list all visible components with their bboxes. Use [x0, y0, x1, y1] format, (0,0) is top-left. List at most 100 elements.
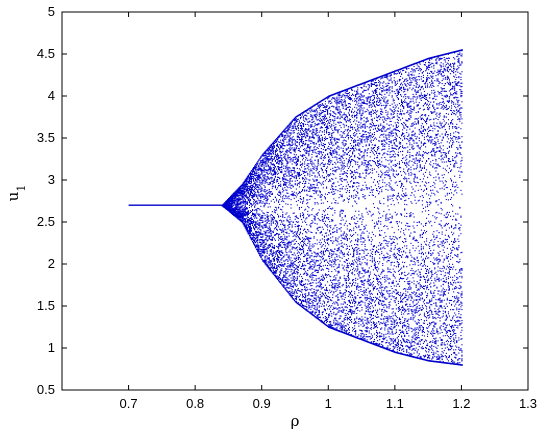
data-point: [252, 222, 254, 224]
data-point: [296, 279, 298, 281]
data-point: [244, 203, 246, 205]
data-point: [316, 260, 318, 262]
data-point: [290, 132, 292, 134]
data-point: [303, 217, 305, 219]
data-point: [314, 219, 316, 221]
data-point: [272, 173, 274, 175]
data-point: [291, 127, 293, 129]
data-point: [296, 269, 298, 271]
data-point: [249, 210, 251, 212]
data-point: [315, 261, 317, 263]
data-point: [287, 203, 289, 205]
data-point: [253, 174, 255, 176]
data-point: [314, 262, 316, 264]
data-point: [268, 166, 270, 168]
data-point: [265, 164, 267, 166]
data-point: [250, 175, 252, 177]
data-point: [282, 179, 284, 181]
data-point: [241, 190, 243, 192]
data-point: [232, 197, 234, 199]
data-point: [260, 160, 262, 162]
data-point: [240, 216, 242, 218]
data-point: [237, 211, 239, 213]
data-point: [313, 267, 315, 269]
data-point: [276, 224, 278, 226]
data-point: [240, 191, 242, 193]
data-point: [232, 199, 234, 201]
data-point: [316, 252, 318, 254]
data-point: [241, 196, 243, 198]
data-point: [315, 289, 317, 291]
data-point: [237, 196, 239, 198]
data-point: [287, 168, 289, 170]
data-point: [263, 155, 265, 157]
data-point: [281, 254, 283, 256]
data-point: [293, 148, 295, 150]
data-point: [268, 152, 270, 154]
data-point: [309, 198, 311, 200]
data-point: [269, 245, 271, 247]
data-point: [278, 147, 280, 149]
data-point: [254, 182, 256, 184]
data-point: [273, 171, 275, 173]
data-point: [304, 272, 306, 274]
envelope-point: [240, 184, 242, 187]
data-point: [310, 146, 312, 148]
data-point: [273, 266, 275, 268]
data-point: [258, 184, 260, 186]
data-point: [262, 196, 264, 198]
data-point: [271, 231, 273, 233]
data-point: [250, 210, 252, 212]
data-point: [295, 216, 297, 218]
data-point: [295, 120, 297, 122]
data-point: [255, 225, 257, 227]
data-point: [307, 134, 309, 136]
data-point: [287, 225, 289, 227]
envelope-point: [222, 205, 225, 208]
data-point: [266, 153, 268, 155]
data-point: [305, 279, 307, 281]
data-point: [278, 259, 280, 261]
data-point: [293, 275, 295, 277]
data-point: [244, 183, 246, 185]
data-point: [286, 197, 288, 199]
data-point: [281, 270, 283, 272]
data-point: [302, 240, 304, 242]
data-point: [309, 136, 311, 138]
data-point: [264, 153, 266, 155]
envelope-point: [289, 294, 291, 296]
data-point: [311, 133, 313, 135]
data-point: [266, 175, 268, 177]
data-point: [297, 236, 299, 238]
data-point: [315, 109, 317, 111]
data-point: [267, 220, 269, 222]
data-point: [299, 198, 301, 200]
data-point: [286, 282, 288, 284]
data-point: [279, 160, 281, 162]
data-point: [255, 174, 257, 176]
data-point: [289, 293, 291, 295]
data-point: [266, 196, 268, 198]
data-point: [287, 283, 289, 285]
data-point: [294, 121, 296, 123]
data-point: [255, 168, 257, 170]
data-point: [289, 183, 291, 185]
data-point: [224, 205, 226, 207]
data-point: [285, 195, 287, 197]
data-point: [291, 263, 293, 265]
data-point: [313, 251, 315, 253]
data-point: [244, 214, 246, 216]
data-point: [269, 162, 271, 164]
data-point: [295, 188, 297, 190]
data-point: [267, 159, 269, 161]
data-point: [270, 249, 272, 251]
data-point: [285, 279, 287, 281]
data-point: [283, 275, 285, 277]
data-point: [279, 276, 281, 278]
data-point: [265, 152, 267, 154]
data-point: [259, 233, 261, 235]
data-point: [249, 174, 251, 176]
data-point: [299, 299, 301, 301]
data-point: [287, 167, 289, 169]
data-point: [291, 285, 293, 287]
